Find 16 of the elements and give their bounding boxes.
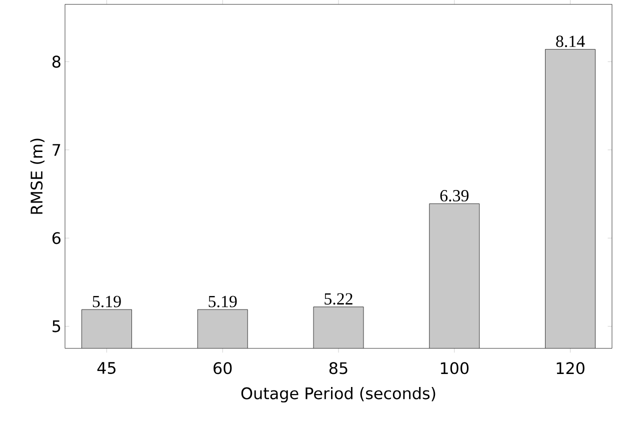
y-tick-label: 6 bbox=[52, 232, 60, 244]
x-tick-label: 45 bbox=[97, 362, 116, 374]
data-label: 5.22 bbox=[324, 293, 352, 305]
x-tick-label: 100 bbox=[440, 362, 469, 374]
y-tick-label: 8 bbox=[52, 55, 60, 68]
x-tick-label: 85 bbox=[329, 362, 348, 374]
y-tick-label: 5 bbox=[52, 320, 60, 332]
data-label: 5.19 bbox=[208, 296, 237, 308]
x-tick-label: 60 bbox=[214, 362, 232, 374]
y-axis-title: RMSE (m) bbox=[30, 138, 44, 214]
y-tick-label: 7 bbox=[52, 144, 60, 156]
x-tick-label: 120 bbox=[556, 362, 584, 374]
data-label: 8.14 bbox=[556, 35, 585, 47]
x-axis-title: Outage Period (seconds) bbox=[241, 386, 436, 402]
data-label: 5.19 bbox=[92, 296, 121, 308]
data-label: 6.39 bbox=[440, 190, 469, 202]
